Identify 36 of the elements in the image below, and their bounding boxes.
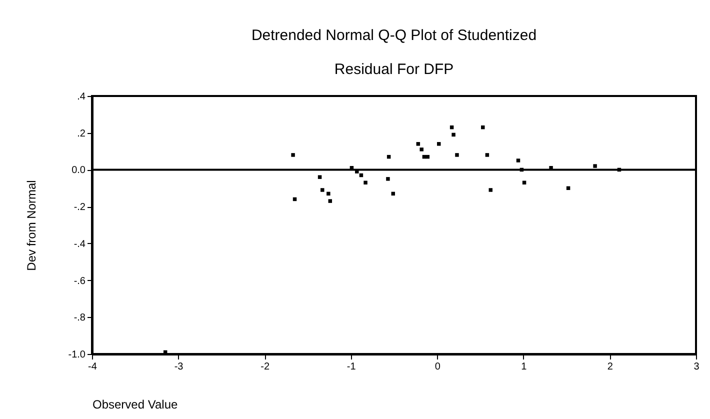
x-axis-title: Observed Value — [92, 398, 178, 412]
x-tick-label: -3 — [174, 362, 184, 372]
point — [416, 142, 420, 146]
x-tick-label: -2 — [260, 362, 270, 372]
point — [328, 199, 332, 203]
y-tick-label: -.4 — [74, 238, 86, 250]
point — [522, 180, 526, 184]
x-tick-label: -4 — [88, 362, 98, 372]
point — [386, 177, 390, 181]
x-tick-label: 3 — [694, 362, 700, 372]
x-tick-label: -1 — [346, 362, 356, 372]
chart-title: Detrended Normal Q-Q Plot of Studentized Residual For DFP — [251, 27, 537, 78]
y-tick-label: .4 — [77, 92, 86, 102]
y-tick-label: .2 — [77, 128, 86, 140]
point — [437, 142, 441, 146]
point — [516, 158, 520, 162]
y-tick-label: 0.0 — [72, 165, 86, 176]
x-tick-label: 1 — [521, 362, 528, 372]
point — [485, 153, 490, 157]
y-tick-label: -.2 — [74, 202, 86, 214]
point — [364, 180, 368, 184]
point — [291, 153, 295, 157]
point — [452, 132, 456, 137]
point — [455, 153, 459, 157]
y-tick-label: -1.0 — [68, 350, 86, 360]
y-tick-label: -.6 — [74, 276, 86, 287]
y-tick-label: -.8 — [74, 312, 86, 324]
x-tick-label: 0 — [434, 362, 441, 372]
point — [318, 175, 322, 179]
point — [326, 192, 330, 196]
point — [320, 188, 324, 192]
point — [420, 148, 424, 152]
y-axis-title: Dev from Normal — [24, 180, 38, 271]
point — [593, 164, 597, 168]
point — [488, 188, 493, 192]
x-tick-label: 2 — [607, 362, 614, 372]
